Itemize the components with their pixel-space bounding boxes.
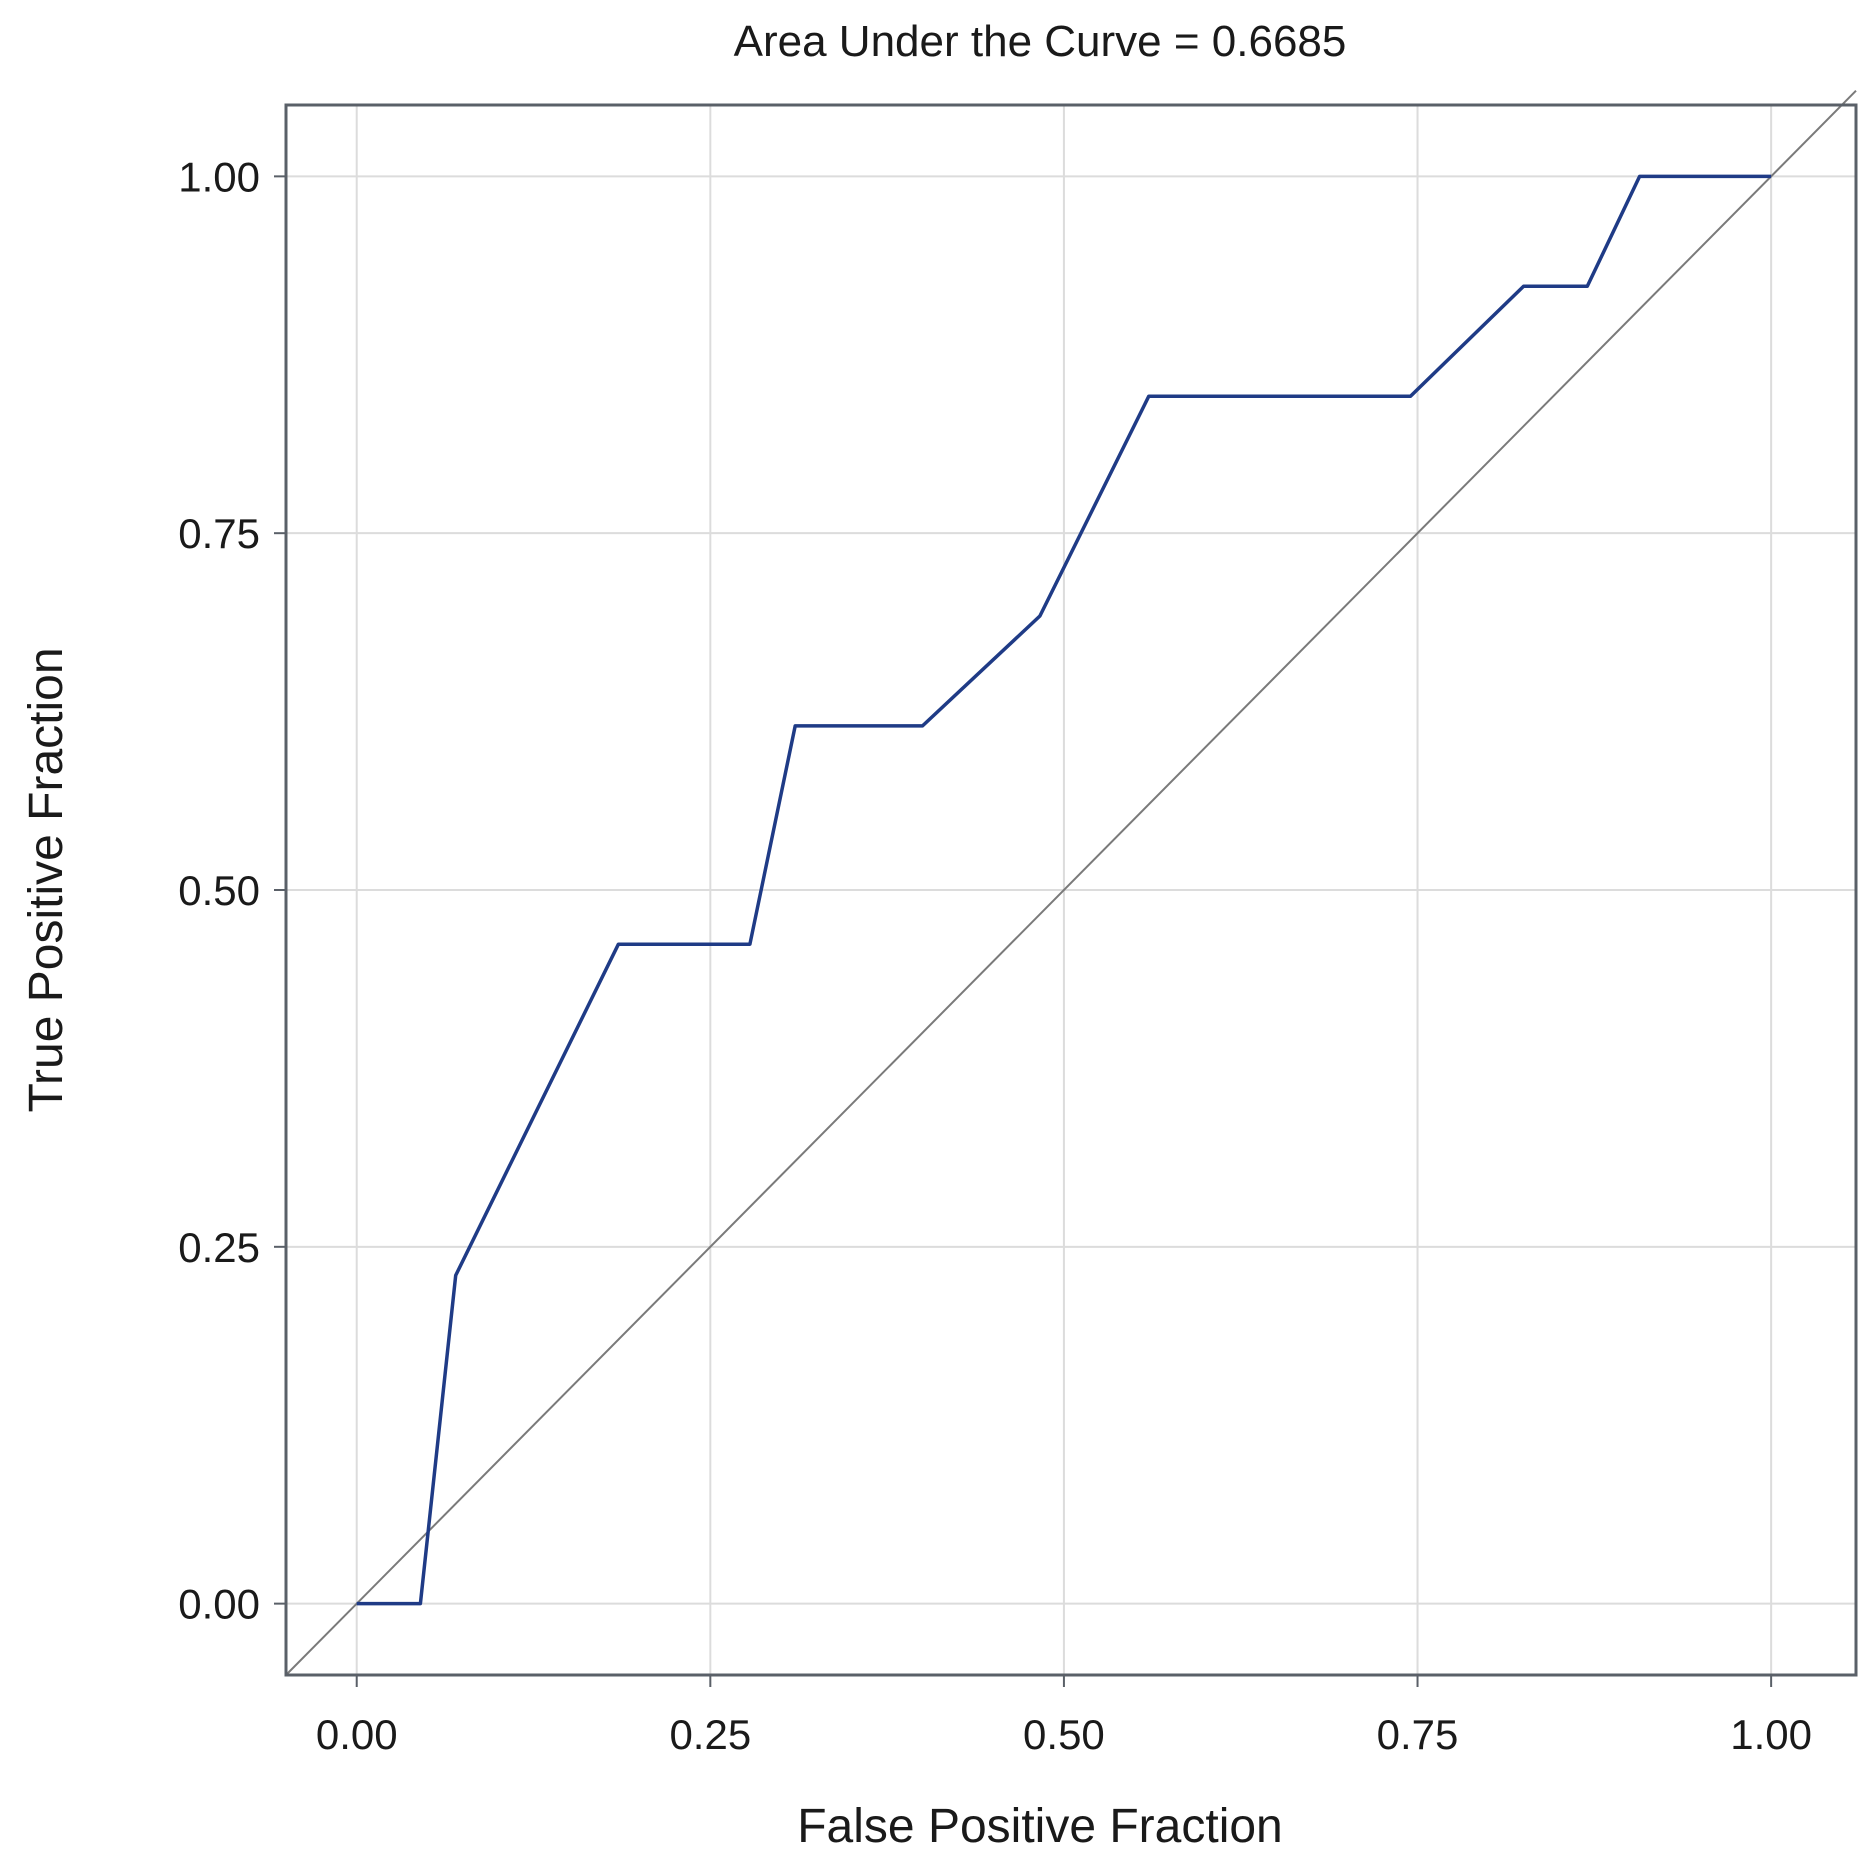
chart-title: Area Under the Curve = 0.6685 [734,17,1347,66]
y-tick-label-1: 0.25 [178,1224,260,1271]
y-tick-label-4: 1.00 [178,153,260,200]
x-tick-label-1: 0.25 [669,1711,751,1758]
x-axis-label: False Positive Fraction [797,1800,1283,1853]
x-tick-label-0: 0.00 [316,1711,398,1758]
y-tick-label-0: 0.00 [178,1581,260,1628]
y-axis-ticks: 0.00 0.25 0.50 0.75 1.00 [178,153,286,1628]
roc-curve [356,174,1772,1606]
y-axis-label: True Positive Fraction [20,647,73,1112]
x-tick-label-4: 1.00 [1730,1711,1812,1758]
x-tick-label-2: 0.50 [1023,1711,1105,1758]
x-axis-ticks: 0.00 0.25 0.50 0.75 1.00 [316,1675,1812,1758]
diagonal-reference-line [285,90,1857,1676]
y-tick-label-3: 0.75 [178,510,260,557]
grid [286,105,1856,1675]
y-tick-label-2: 0.50 [178,867,260,914]
x-tick-label-3: 0.75 [1377,1711,1459,1758]
